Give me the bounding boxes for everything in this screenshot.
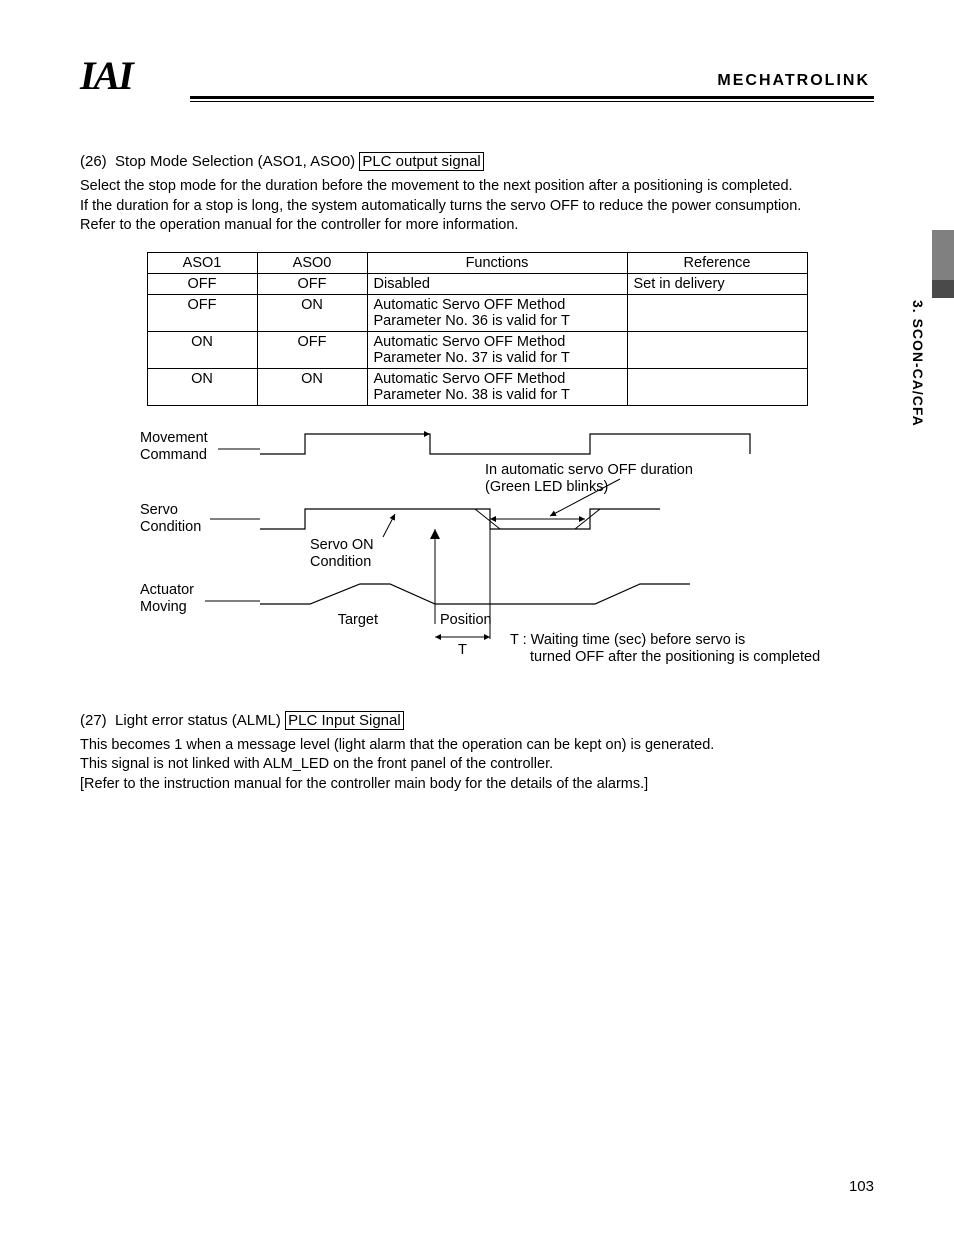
cell-ref [627,368,807,405]
table-26: ASO1 ASO0 Functions Reference OFF OFF Di… [147,252,808,406]
label-note-l2: turned OFF after the positioning is comp… [530,649,820,665]
page-number: 103 [849,1178,874,1195]
table-header-row: ASO1 ASO0 Functions Reference [147,252,807,273]
label-auto-off-l1: In automatic servo OFF duration [485,462,693,478]
label-servo-on-l1: Servo ON [310,537,374,553]
side-tab-dark [932,280,954,298]
section-26-title: Stop Mode Selection (ASO1, ASO0) [115,153,355,170]
cell-aso0: ON [257,294,367,331]
section-27-title: Light error status (ALML) [115,712,281,729]
timing-diagram: Movement Command Servo Condition In auto… [130,424,874,677]
header-rule [190,96,874,102]
section-27-heading: (27) Light error status (ALML) PLC Input… [80,711,874,730]
label-servo-l2: Condition [140,519,201,535]
label-target-l: Target [338,612,378,628]
col-functions: Functions [367,252,627,273]
table-row: ON OFF Automatic Servo OFF Method Parame… [147,331,807,368]
section-26-p3: Refer to the operation manual for the co… [80,217,518,233]
col-aso1: ASO1 [147,252,257,273]
cell-aso0: ON [257,368,367,405]
cell-aso1: OFF [147,273,257,294]
label-actuator-l2: Moving [140,599,187,615]
cell-func: Automatic Servo OFF Method Parameter No.… [367,368,627,405]
section-27-body: This becomes 1 when a message level (lig… [80,736,874,795]
table-row: OFF OFF Disabled Set in delivery [147,273,807,294]
label-note-l1: T : Waiting time (sec) before servo is [510,632,745,648]
side-section-label: 3. SCON-CA/CFA [910,300,926,427]
label-servo-l1: Servo [140,502,178,518]
section-27-p3: [Refer to the instruction manual for the… [80,776,648,792]
logo: IAI [80,60,190,92]
cell-func: Automatic Servo OFF Method Parameter No.… [367,294,627,331]
side-tab-light [932,230,954,280]
page-header: IAI MECHATROLINK [80,60,874,92]
label-movement-l2: Command [140,447,207,463]
col-aso0: ASO0 [257,252,367,273]
cell-aso1: ON [147,331,257,368]
section-26-boxed: PLC output signal [359,152,483,171]
section-26-number: (26) [80,153,107,170]
col-reference: Reference [627,252,807,273]
table-row: OFF ON Automatic Servo OFF Method Parame… [147,294,807,331]
label-actuator-l1: Actuator [140,582,194,598]
cell-ref [627,294,807,331]
section-26-p2: If the duration for a stop is long, the … [80,198,801,214]
label-target-r: Position [440,612,492,628]
section-26-body: Select the stop mode for the duration be… [80,177,874,236]
section-26-heading: (26) Stop Mode Selection (ASO1, ASO0) PL… [80,152,874,171]
section-27-boxed: PLC Input Signal [285,711,404,730]
table-row: ON ON Automatic Servo OFF Method Paramet… [147,368,807,405]
cell-aso0: OFF [257,331,367,368]
cell-func: Disabled [367,273,627,294]
cell-func: Automatic Servo OFF Method Parameter No.… [367,331,627,368]
label-auto-off-l2: (Green LED blinks) [485,479,608,495]
label-movement-l1: Movement [140,430,208,446]
section-26-p1: Select the stop mode for the duration be… [80,178,793,194]
section-27-p1: This becomes 1 when a message level (lig… [80,737,714,753]
cell-aso1: ON [147,368,257,405]
cell-ref [627,331,807,368]
section-27-p2: This signal is not linked with ALM_LED o… [80,756,553,772]
brand-name: MECHATROLINK [717,72,874,92]
timing-diagram-svg: Movement Command Servo Condition In auto… [130,424,870,674]
cell-aso1: OFF [147,294,257,331]
page: IAI MECHATROLINK (26) Stop Mode Selectio… [0,0,954,1235]
cell-ref: Set in delivery [627,273,807,294]
label-T: T [458,642,467,658]
label-servo-on-l2: Condition [310,554,371,570]
section-27-number: (27) [80,712,107,729]
cell-aso0: OFF [257,273,367,294]
